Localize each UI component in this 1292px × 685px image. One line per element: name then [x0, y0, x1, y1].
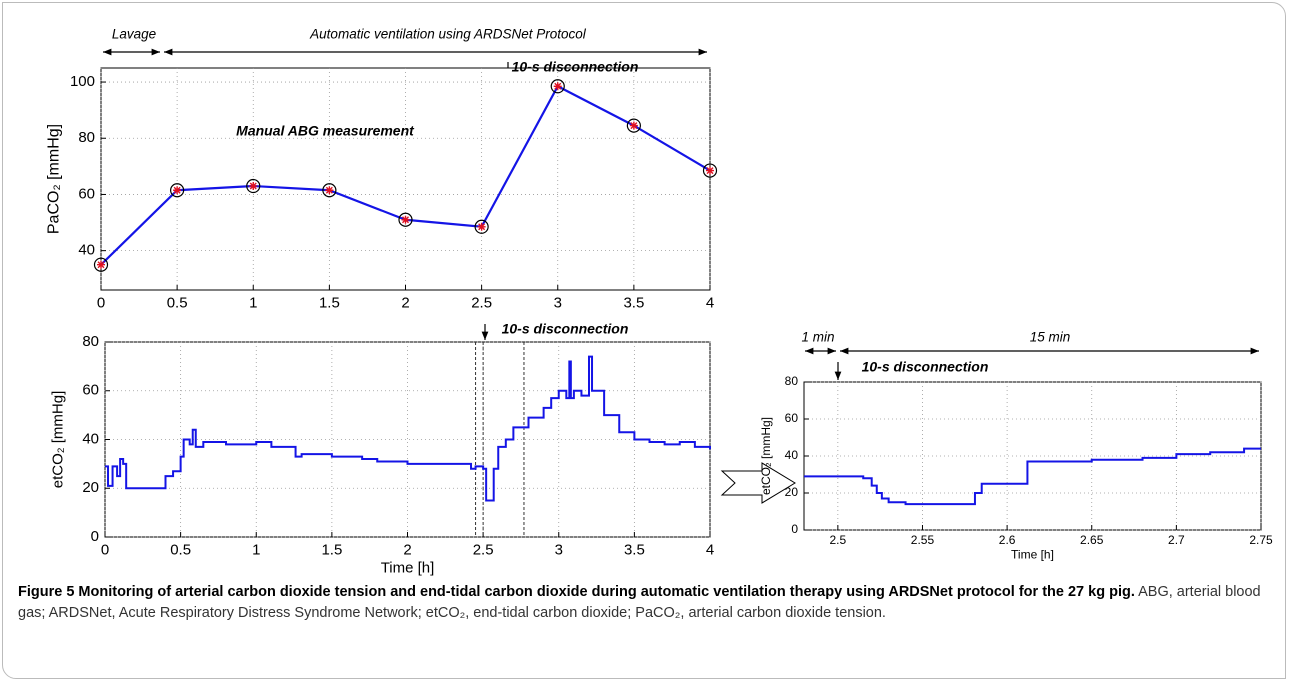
data-point [246, 178, 261, 194]
marker-star [401, 215, 410, 224]
caption-title: Figure 5 Monitoring of arterial carbon d… [18, 584, 1135, 600]
marker-circle [93, 257, 109, 272]
annotation: 10-s disconnection [512, 59, 639, 75]
marker-circle [702, 163, 718, 178]
x-tick-label: 3.5 [624, 541, 645, 558]
y-tick-label: 20 [785, 485, 799, 499]
annotation: Automatic ventilation using ARDSNet Prot… [309, 27, 587, 42]
y-axis-label: PaCO₂ [mmHg] [46, 124, 63, 234]
x-tick-label: 2.65 [1080, 533, 1104, 547]
marker-circle [170, 183, 185, 198]
x-axis-label: Time [h] [381, 559, 435, 576]
x-tick-label: 2.5 [473, 541, 494, 558]
marker-star [706, 166, 714, 175]
y-tick-label: 40 [82, 430, 99, 447]
x-tick-label: 2 [403, 541, 411, 558]
marker-star [553, 82, 562, 91]
x-tick-label: 2.5 [830, 533, 847, 547]
x-tick-label: 1 [252, 541, 260, 558]
data-point [550, 79, 565, 94]
marker-circle [626, 118, 641, 133]
annotation: 15 min [1030, 330, 1071, 345]
x-tick-label: 3.5 [623, 294, 644, 311]
data-point [702, 163, 718, 178]
y-tick-label: 100 [70, 73, 95, 90]
caption: Figure 5 Monitoring of arterial carbon d… [18, 582, 1268, 624]
annotation: 10-s disconnection [502, 321, 629, 337]
data-point [93, 257, 109, 272]
x-tick-label: 2.7 [1168, 533, 1185, 547]
y-tick-label: 60 [82, 382, 99, 399]
x-tick-label: 4 [706, 294, 714, 311]
y-tick-label: 40 [785, 448, 799, 462]
marker-star [173, 186, 182, 195]
marker-star [249, 182, 258, 191]
x-tick-label: 0 [101, 541, 109, 558]
x-tick-label: 0.5 [167, 294, 188, 311]
data-point [474, 219, 489, 234]
y-tick-label: 0 [791, 522, 798, 536]
marker-circle [398, 212, 413, 227]
data-line [804, 447, 1261, 506]
annotation: Lavage [112, 27, 156, 42]
y-axis-label: etCO₂ [mmHg] [49, 391, 66, 489]
marker-circle [474, 219, 489, 234]
y-tick-label: 80 [78, 129, 95, 146]
marker-star [97, 260, 105, 269]
y-tick-label: 40 [78, 242, 95, 259]
marker-circle [246, 178, 261, 194]
marker-circle [322, 183, 337, 198]
x-tick-label: 2.55 [911, 533, 935, 547]
x-tick-label: 2 [401, 294, 409, 311]
y-tick-label: 0 [91, 528, 99, 545]
x-tick-label: 1.5 [321, 541, 342, 558]
x-tick-label: 1 [249, 294, 257, 311]
data-point [626, 118, 641, 133]
data-point [322, 183, 337, 198]
data-point [398, 212, 413, 227]
y-tick-label: 80 [82, 333, 99, 350]
y-tick-label: 20 [82, 479, 99, 496]
x-tick-label: 2.5 [471, 294, 492, 311]
caption-text: ABG, arterial blood gas; ARDSNet, Acute … [18, 584, 1261, 621]
x-tick-label: 3 [555, 541, 563, 558]
x-tick-label: 2.6 [999, 533, 1016, 547]
x-axis-label: Time [h] [1011, 547, 1054, 561]
marker-star [325, 186, 334, 195]
marker-star [477, 222, 486, 231]
x-tick-label: 0.5 [170, 541, 191, 558]
x-tick-label: 2.75 [1249, 533, 1273, 547]
y-tick-label: 60 [78, 185, 95, 202]
x-tick-label: 3 [554, 294, 562, 311]
marker-circle [550, 79, 565, 94]
y-axis-label: etCO₂ [mmHg] [759, 417, 773, 495]
annotation: 10-s disconnection [862, 359, 989, 375]
annotation: Manual ABG measurement [236, 123, 415, 139]
data-point [170, 183, 185, 198]
marker-star [629, 121, 638, 130]
x-tick-label: 0 [97, 294, 105, 311]
y-tick-label: 60 [785, 411, 799, 425]
annotation: 1 min [801, 330, 834, 345]
x-tick-label: 1.5 [319, 294, 340, 311]
data-line [105, 355, 711, 502]
y-tick-label: 80 [785, 374, 799, 388]
x-tick-label: 4 [706, 541, 714, 558]
